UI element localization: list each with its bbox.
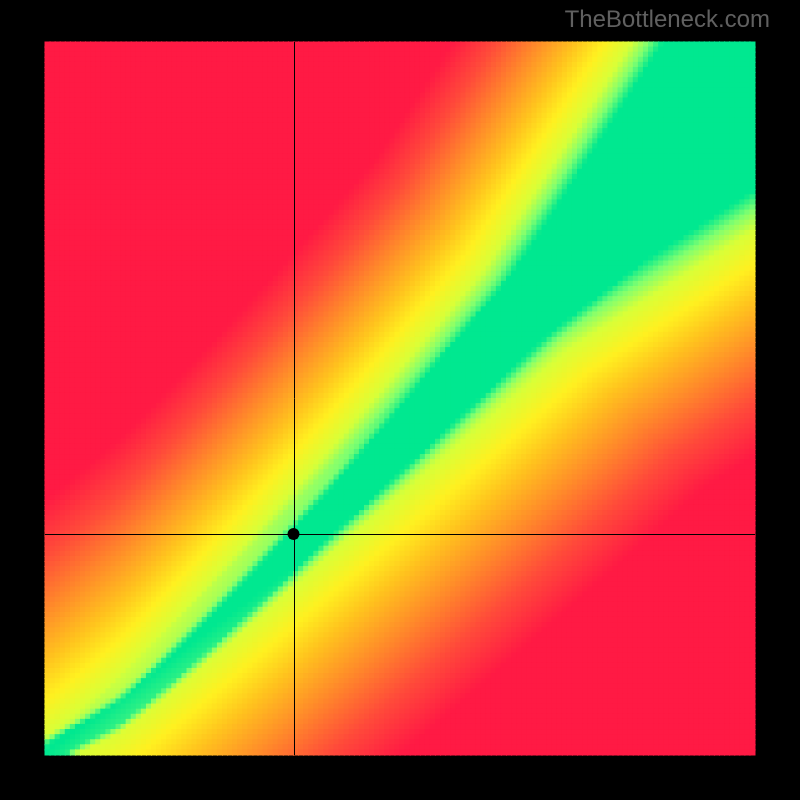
bottleneck-heatmap [0, 0, 800, 800]
watermark-text: TheBottleneck.com [565, 6, 770, 34]
